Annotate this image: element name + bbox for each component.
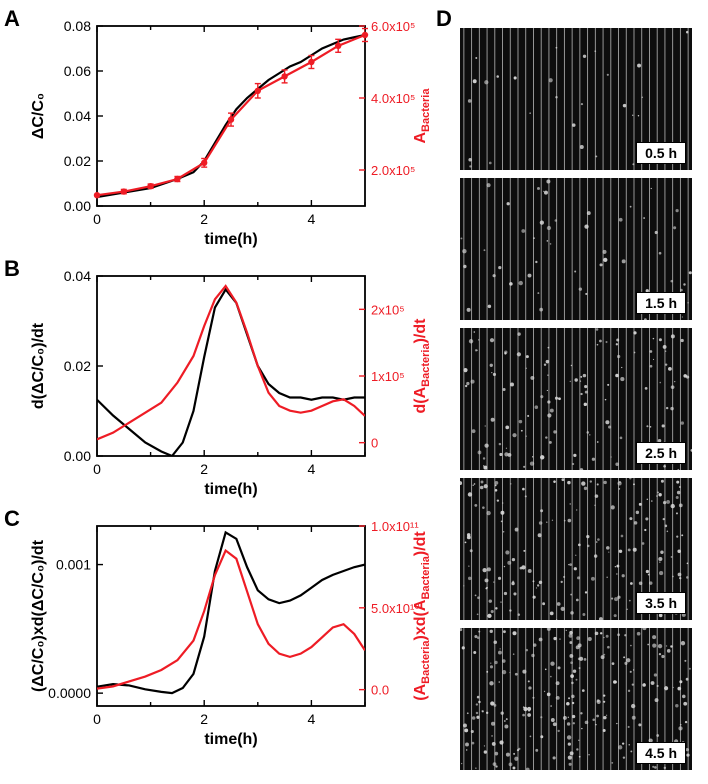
- svg-text:0.0: 0.0: [371, 683, 389, 698]
- svg-text:0.04: 0.04: [64, 268, 91, 284]
- svg-text:4: 4: [308, 211, 316, 227]
- svg-text:time(h): time(h): [204, 481, 257, 498]
- panel-label-c: C: [4, 506, 20, 532]
- svg-text:2x10⁵: 2x10⁵: [371, 302, 405, 317]
- svg-text:1x10⁵: 1x10⁵: [371, 369, 405, 384]
- micrograph-time-label: 0.5 h: [636, 142, 686, 164]
- svg-text:0: 0: [93, 461, 101, 477]
- svg-text:0.0000: 0.0000: [48, 685, 91, 701]
- svg-text:0.08: 0.08: [64, 18, 91, 34]
- svg-text:6.0x10⁵: 6.0x10⁵: [371, 19, 415, 34]
- panel-label-a: A: [4, 6, 20, 32]
- svg-text:0.06: 0.06: [64, 63, 91, 79]
- svg-text:4: 4: [308, 461, 316, 477]
- svg-text:0.001: 0.001: [56, 557, 91, 573]
- svg-text:0: 0: [93, 211, 101, 227]
- svg-text:4.0x10⁵: 4.0x10⁵: [371, 91, 415, 106]
- svg-text:0.00: 0.00: [64, 198, 91, 214]
- micrograph-time-label: 3.5 h: [636, 592, 686, 614]
- svg-text:0.02: 0.02: [64, 358, 91, 374]
- micrograph-time-label: 2.5 h: [636, 442, 686, 464]
- micrograph-3: 3.5 h: [460, 478, 692, 620]
- micrograph-1: 1.5 h: [460, 178, 692, 320]
- svg-text:0: 0: [93, 711, 101, 727]
- svg-text:0.04: 0.04: [64, 108, 91, 124]
- svg-text:time(h): time(h): [204, 231, 257, 248]
- chart-a: 0 2 4 time(h) 0.00 0.02 0.04 0.06 0.08 ΔC/C₀ 2.0x1…: [25, 10, 435, 250]
- chart-c: 0 2 4 time(h) 0.0000 0.001 (ΔC/C₀)xd(ΔC/C₀)/dt…: [25, 510, 435, 750]
- svg-text:d(ΔC/C₀)/dt: d(ΔC/C₀)/dt: [30, 322, 47, 409]
- micrograph-time-label: 4.5 h: [636, 742, 686, 764]
- micrograph-2: 2.5 h: [460, 328, 692, 470]
- micrograph-time-label: 1.5 h: [636, 292, 686, 314]
- svg-text:(ABacteria)xd(ABacteria)/dt: (ABacteria)xd(ABacteria)/dt: [412, 531, 432, 701]
- svg-text:2.0x10⁵: 2.0x10⁵: [371, 163, 415, 178]
- panel-label-d: D: [436, 6, 452, 32]
- svg-text:0.00: 0.00: [64, 448, 91, 464]
- chart-b: 0 2 4 time(h) 0.00 0.02 0.04 d(ΔC/C₀)/dt 0 1x10⁵ 2…: [25, 260, 435, 500]
- svg-text:(ΔC/C₀)xd(ΔC/C₀)/dt: (ΔC/C₀)xd(ΔC/C₀)/dt: [30, 539, 47, 692]
- svg-text:d(ABacteria)/dt: d(ABacteria)/dt: [412, 318, 432, 414]
- micrograph-0: 0.5 h: [460, 28, 692, 170]
- micrograph-4: 4.5 h: [460, 628, 692, 770]
- svg-text:2: 2: [200, 211, 208, 227]
- svg-text:2: 2: [200, 461, 208, 477]
- svg-text:2: 2: [200, 711, 208, 727]
- svg-text:time(h): time(h): [204, 731, 257, 748]
- svg-text:0.02: 0.02: [64, 153, 91, 169]
- svg-text:ΔC/C₀: ΔC/C₀: [30, 93, 47, 139]
- panel-label-b: B: [4, 256, 20, 282]
- svg-text:0: 0: [371, 436, 378, 451]
- svg-text:4: 4: [308, 711, 316, 727]
